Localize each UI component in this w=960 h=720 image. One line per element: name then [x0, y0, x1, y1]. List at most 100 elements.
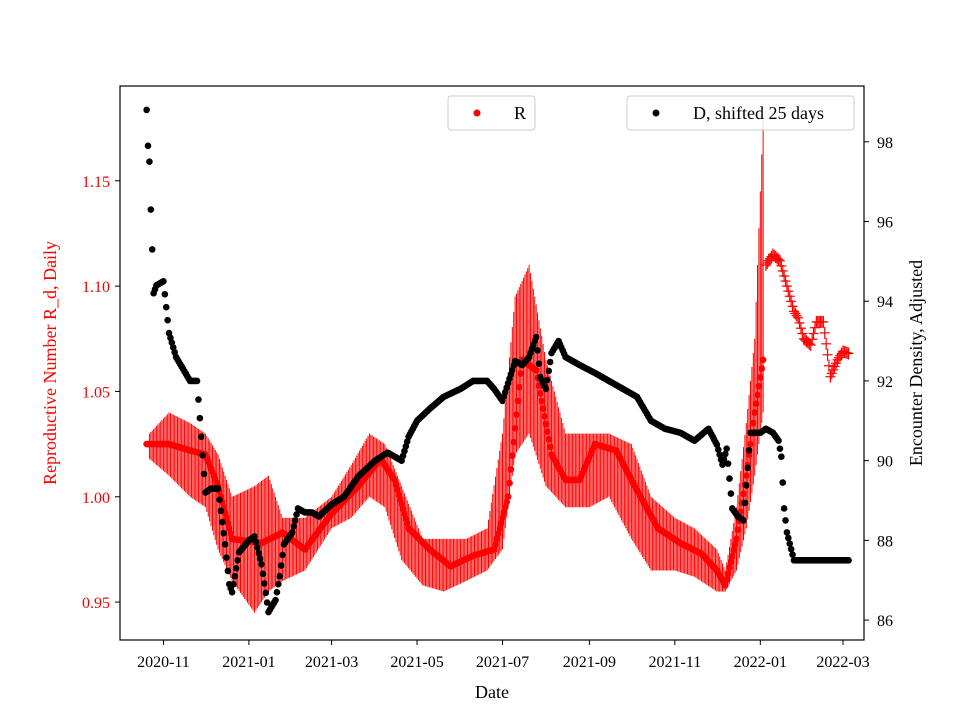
y-left-tick-label: 1.15: [82, 174, 110, 191]
r-point: [490, 546, 498, 553]
y-left-tick-label: 1.00: [82, 490, 110, 507]
r-point: [545, 436, 553, 443]
d-point: [146, 158, 153, 166]
r-point: [538, 397, 546, 405]
x-tick-label: 2022-01: [734, 654, 787, 671]
r-point: [510, 438, 518, 446]
y-right-tick-label: 92: [877, 374, 893, 391]
y-right-tick-label: 90: [877, 454, 893, 471]
r-point: [750, 419, 757, 427]
d-point: [161, 290, 169, 298]
legend-d-label: D, shifted 25 days: [693, 103, 824, 123]
r-point: [496, 525, 504, 532]
r-point: [224, 519, 232, 527]
r-point: [544, 428, 551, 435]
r-point: [754, 391, 761, 399]
d-point: [720, 456, 728, 463]
d-point: [546, 358, 554, 366]
r-point: [730, 547, 737, 554]
d-point: [162, 303, 170, 311]
d-point: [224, 567, 232, 575]
d-point: [196, 414, 204, 422]
d-point: [223, 554, 230, 561]
d-point: [259, 570, 267, 578]
d-point: [721, 450, 729, 458]
r-point: [507, 466, 515, 473]
d-point: [164, 316, 171, 324]
d-point: [776, 445, 784, 452]
r-point: [542, 420, 550, 428]
d-point: [276, 572, 284, 580]
x-tick-label: 2021-05: [390, 654, 443, 671]
d-point: [263, 599, 271, 606]
y-right-tick-label: 98: [877, 135, 893, 152]
d-point: [741, 499, 749, 507]
d-series: [143, 106, 852, 616]
d-point: [256, 555, 264, 562]
d-point: [534, 347, 541, 354]
d-point: [251, 533, 258, 540]
r-point: [755, 382, 763, 390]
d-point: [254, 544, 261, 551]
d-point: [716, 451, 723, 458]
legend-d[interactable]: D, shifted 25 days: [626, 95, 855, 131]
r-point: [504, 493, 512, 501]
d-point: [193, 377, 201, 385]
d-point: [258, 560, 265, 568]
d-point: [195, 396, 202, 403]
x-tick-label: 2020-11: [137, 654, 190, 671]
d-point: [234, 556, 241, 564]
legend-r-label: R: [514, 103, 526, 123]
r-point: [509, 452, 516, 459]
r-point: [728, 552, 736, 560]
d-point: [290, 523, 298, 530]
r-point: [721, 581, 729, 589]
r-point: [541, 413, 548, 420]
d-point: [723, 445, 730, 452]
r-point: [225, 525, 233, 532]
d-point: [262, 589, 270, 597]
x-tick-label: 2021-11: [648, 654, 701, 671]
r-point: [751, 409, 759, 416]
d-point: [144, 142, 152, 150]
d-point: [727, 490, 735, 497]
d-point: [726, 475, 733, 482]
d-point: [782, 517, 789, 524]
legend-r-marker: [473, 109, 481, 117]
r-point: [726, 564, 733, 572]
y-left-tick-label: 0.95: [82, 595, 110, 612]
d-point: [542, 385, 550, 393]
y-right-tick-label: 88: [877, 533, 893, 550]
r-point: [758, 365, 766, 372]
x-tick-label: 2021-03: [305, 654, 358, 671]
d-point: [786, 540, 794, 547]
d-point: [743, 482, 750, 489]
d-point: [789, 551, 796, 559]
d-point: [148, 246, 156, 253]
legend-d-marker: [652, 109, 660, 117]
d-point: [199, 452, 206, 459]
y-right-tick-label: 86: [877, 613, 893, 630]
legend-r[interactable]: R: [447, 95, 536, 131]
r-point: [502, 503, 509, 511]
r-point: [539, 405, 547, 412]
x-axis: 2020-11 2021-01 2021-03 2021-05 2021-07 2021-…: [137, 640, 870, 671]
r-point: [492, 540, 499, 548]
plot-frame: [119, 85, 865, 641]
d-point: [545, 367, 553, 375]
d-point: [228, 588, 236, 596]
r-point: [514, 397, 522, 405]
r-point: [727, 558, 735, 566]
d-point: [291, 517, 299, 524]
d-point: [197, 433, 205, 441]
r-point: [546, 443, 554, 451]
d-point: [214, 485, 222, 492]
x-tick-label: 2021-07: [476, 654, 529, 671]
d-point: [252, 538, 260, 546]
d-point: [221, 541, 229, 548]
d-point: [544, 376, 551, 384]
d-point: [275, 580, 282, 588]
y-axis-right: 86 88 90 92 94 96 98: [864, 135, 893, 630]
r-point: [740, 490, 747, 498]
d-point: [273, 588, 281, 596]
